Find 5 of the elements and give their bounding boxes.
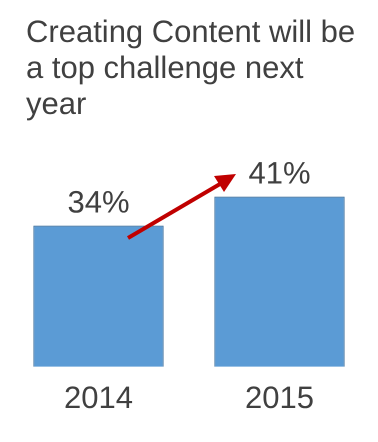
x-tick-label: 2014: [64, 380, 133, 415]
data-label: 34%: [67, 184, 130, 220]
data-label: 41%: [248, 156, 311, 191]
chart-title: Creating Content will be a top challenge next year: [26, 14, 356, 122]
x-tick-label: 2015: [245, 380, 314, 415]
